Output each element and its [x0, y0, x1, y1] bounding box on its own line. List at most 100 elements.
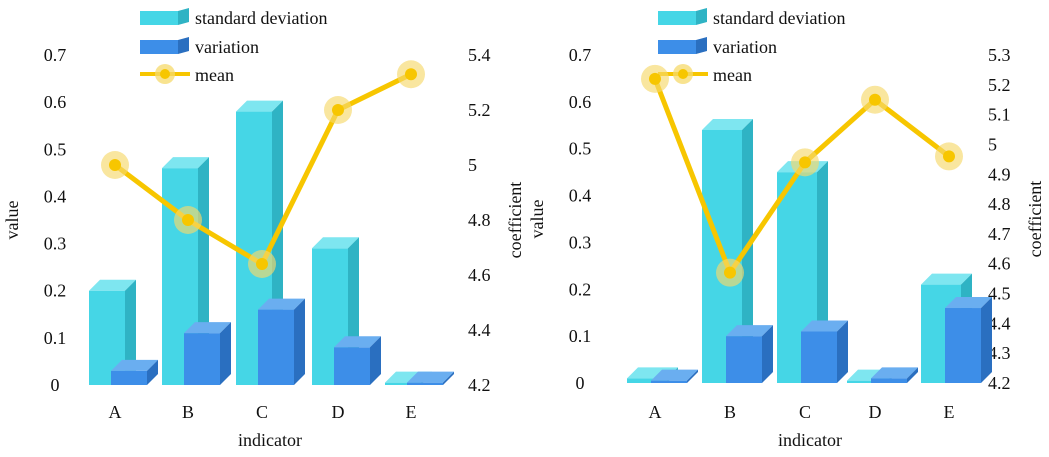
bar-std-side — [125, 279, 136, 385]
bar-var-side — [147, 359, 158, 385]
y-tick-label: 0.2 — [44, 281, 67, 301]
y-tick-label: 0.4 — [569, 186, 592, 206]
bar-var-front — [407, 382, 443, 385]
y-tick-label: 0.1 — [569, 326, 592, 346]
x-tick-label: D — [332, 402, 345, 422]
bar-group-C — [777, 161, 848, 383]
bar-std-front — [627, 378, 667, 383]
bar-var-front — [945, 308, 981, 383]
bar-var-top — [407, 371, 454, 383]
bar-group-D — [847, 367, 918, 383]
bar-group-A — [627, 367, 698, 383]
bar-std-top — [89, 279, 136, 291]
mean-point — [869, 93, 881, 106]
x-tick-label: B — [182, 402, 194, 422]
bar-var-top — [726, 325, 773, 337]
bar-std-top — [236, 100, 283, 112]
mean-point — [332, 104, 344, 116]
y2-tick-label: 4.5 — [988, 284, 1011, 304]
bar-var-front — [334, 347, 370, 385]
bar-group-E — [385, 371, 454, 385]
legend-swatch-std — [658, 11, 696, 25]
bar-var-top — [651, 369, 698, 381]
y2-tick-label: 4.4 — [468, 320, 491, 340]
mean-point — [649, 72, 661, 85]
y-tick-label: 0.2 — [569, 279, 592, 299]
bar-group-C — [236, 100, 305, 386]
legend-label-var: variation — [713, 37, 777, 57]
bar-group-A — [89, 279, 158, 385]
y-tick-label: 0.5 — [44, 139, 67, 159]
x-tick-label: C — [799, 402, 811, 422]
y-tick-label: 0 — [576, 373, 585, 393]
legend-label-mean: mean — [713, 65, 752, 85]
legend-swatch-mean-dot — [160, 69, 170, 79]
bar-var-front — [184, 333, 220, 385]
mean-point — [943, 150, 955, 163]
x-tick-label: A — [109, 402, 122, 422]
x-tick-label: D — [869, 402, 882, 422]
y2-axis-title: coefficient — [1025, 181, 1045, 258]
bar-var-top — [945, 297, 992, 309]
legend-label-var: variation — [195, 37, 259, 57]
y-axis-left: 0 0.1 0.2 0.3 0.4 0.5 0.6 0.7 — [44, 45, 67, 395]
y2-tick-label: 4.2 — [988, 373, 1011, 393]
legend-swatch-mean-dot — [678, 69, 688, 79]
bar-group-E — [921, 273, 992, 383]
bar-var-front — [801, 331, 837, 383]
chart-svg: standard deviation variation mean 0 0.1 0.2 0.… — [527, 8, 1045, 450]
mean-point — [182, 214, 194, 226]
y-axis-title: value — [527, 200, 547, 239]
legend: standard deviation variation mean — [658, 8, 845, 85]
x-tick-label: A — [649, 402, 662, 422]
y-tick-label: 0.3 — [44, 234, 67, 254]
bar-var-front — [258, 309, 294, 385]
x-tick-label: E — [944, 402, 955, 422]
bar-var-side — [294, 298, 305, 385]
x-axis-title: indicator — [778, 430, 842, 450]
y2-tick-label: 5.2 — [988, 75, 1011, 95]
bar-var-side — [907, 367, 918, 383]
x-tick-label: C — [256, 402, 268, 422]
mean-point — [724, 266, 736, 279]
y-tick-label: 0.1 — [44, 328, 67, 348]
y2-tick-label: 4.8 — [468, 210, 491, 230]
y2-tick-label: 4.2 — [468, 375, 491, 395]
bar-var-top — [184, 322, 231, 334]
y2-tick-label: 4.4 — [988, 313, 1011, 333]
y-tick-label: 0.6 — [569, 92, 592, 112]
bar-var-side — [837, 320, 848, 383]
mean-point — [256, 258, 268, 270]
y-tick-label: 0.3 — [569, 232, 592, 252]
bar-std-top — [921, 273, 972, 285]
y-tick-label: 0.5 — [569, 139, 592, 159]
legend-swatch-var — [658, 40, 696, 54]
bar-var-top — [111, 359, 158, 371]
bar-var-front — [111, 370, 147, 385]
y2-tick-label: 4.6 — [468, 265, 491, 285]
bar-var-top — [258, 298, 305, 310]
legend-swatch-var — [140, 40, 178, 54]
legend-swatch-std — [140, 11, 178, 25]
legend-swatch-var-side — [178, 37, 189, 54]
y-tick-label: 0.7 — [569, 45, 592, 65]
bar-group-B — [162, 157, 231, 385]
y2-tick-label: 4.3 — [988, 343, 1011, 363]
y2-tick-label: 5.4 — [468, 45, 491, 65]
bar-std-front — [847, 380, 887, 383]
bar-var-side — [443, 371, 454, 385]
chart-svg: standard deviation variation mean 0 0.1 0.2 0.… — [2, 8, 525, 450]
legend-swatch-std-side — [178, 8, 189, 25]
y2-tick-label: 4.9 — [988, 164, 1011, 184]
y-axis-title: value — [2, 201, 22, 240]
mean-point — [405, 68, 417, 81]
legend-swatch-var-side — [696, 37, 707, 54]
bar-group-D — [312, 237, 381, 385]
bar-var-top — [801, 320, 848, 332]
y-tick-label: 0.4 — [44, 186, 67, 206]
x-tick-label: B — [724, 402, 736, 422]
y-tick-label: 0 — [51, 375, 60, 395]
mean-point — [799, 156, 811, 169]
y-axis-right: 4.2 4.4 4.6 4.8 5 5.2 5.4 — [468, 45, 491, 395]
bar-var-side — [687, 369, 698, 383]
